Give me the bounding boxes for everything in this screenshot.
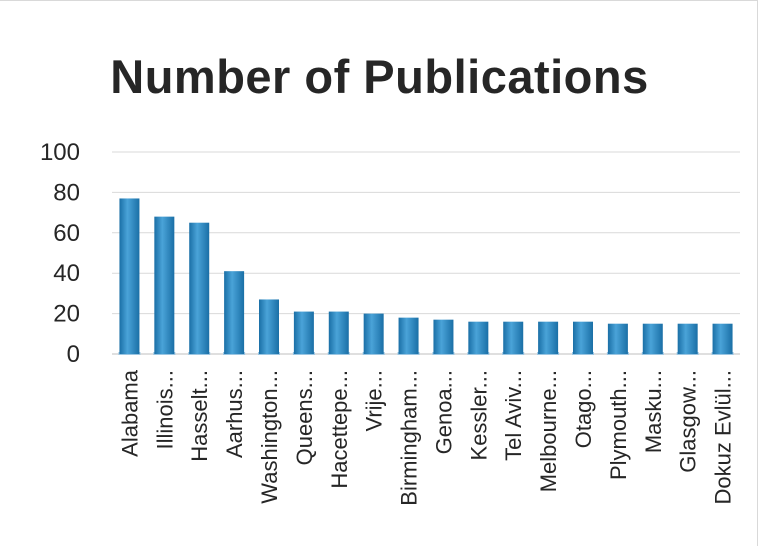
bar [712,323,733,354]
x-tick-label: Illinois... [152,370,177,449]
bar [503,321,524,354]
y-tick-label: 0 [67,341,80,368]
bar [607,323,628,354]
bar [328,311,349,354]
x-tick-label: Washington... [257,370,282,504]
bars [118,198,734,355]
x-tick-label: Dokuz Evlül... [711,370,736,505]
x-tick-label: Hacettepe... [327,370,352,489]
bar [224,271,245,354]
y-tick-label: 20 [53,301,80,328]
x-tick-label: Kessler... [466,370,491,460]
x-tick-label: Plymouth... [606,370,631,480]
y-tick-label: 80 [53,179,80,206]
bar [573,321,593,354]
x-tick-label: Hasselt... [187,370,212,462]
y-tick-label: 40 [53,260,80,287]
bar [119,198,140,354]
x-tick-label: Queens... [292,370,317,465]
x-tick-label: Masku... [641,370,666,453]
bar [398,317,419,354]
x-tick-label: Alabama [117,369,142,457]
x-tick-label: Tel Aviv... [501,370,526,461]
x-tick-label: Glasgow... [676,370,701,473]
bar [642,323,663,354]
gridlines [112,151,740,355]
bar [677,323,698,354]
y-axis-ticks: 0 20 40 60 80 100 [40,139,80,368]
chart-title: Number of Publications [110,50,649,103]
bar [363,313,384,354]
y-tick-label: 100 [40,139,80,166]
x-tick-label: Birmingham... [397,370,422,506]
x-tick-label: Genoa... [431,370,456,454]
y-tick-label: 60 [53,220,80,247]
bar [189,222,210,354]
x-tick-label: Otago... [571,370,596,448]
bar [293,311,314,354]
bar [468,321,489,354]
x-axis-labels: Alabama Illinois... Hasselt... Aarhus... Was… [117,369,735,505]
x-tick-label: Melbourne... [536,370,561,492]
x-tick-label: Aarhus... [222,370,247,458]
bar [538,321,559,354]
bar [259,299,279,354]
bar [433,319,454,354]
bar [154,216,175,354]
x-tick-label: Vrije... [362,370,387,432]
